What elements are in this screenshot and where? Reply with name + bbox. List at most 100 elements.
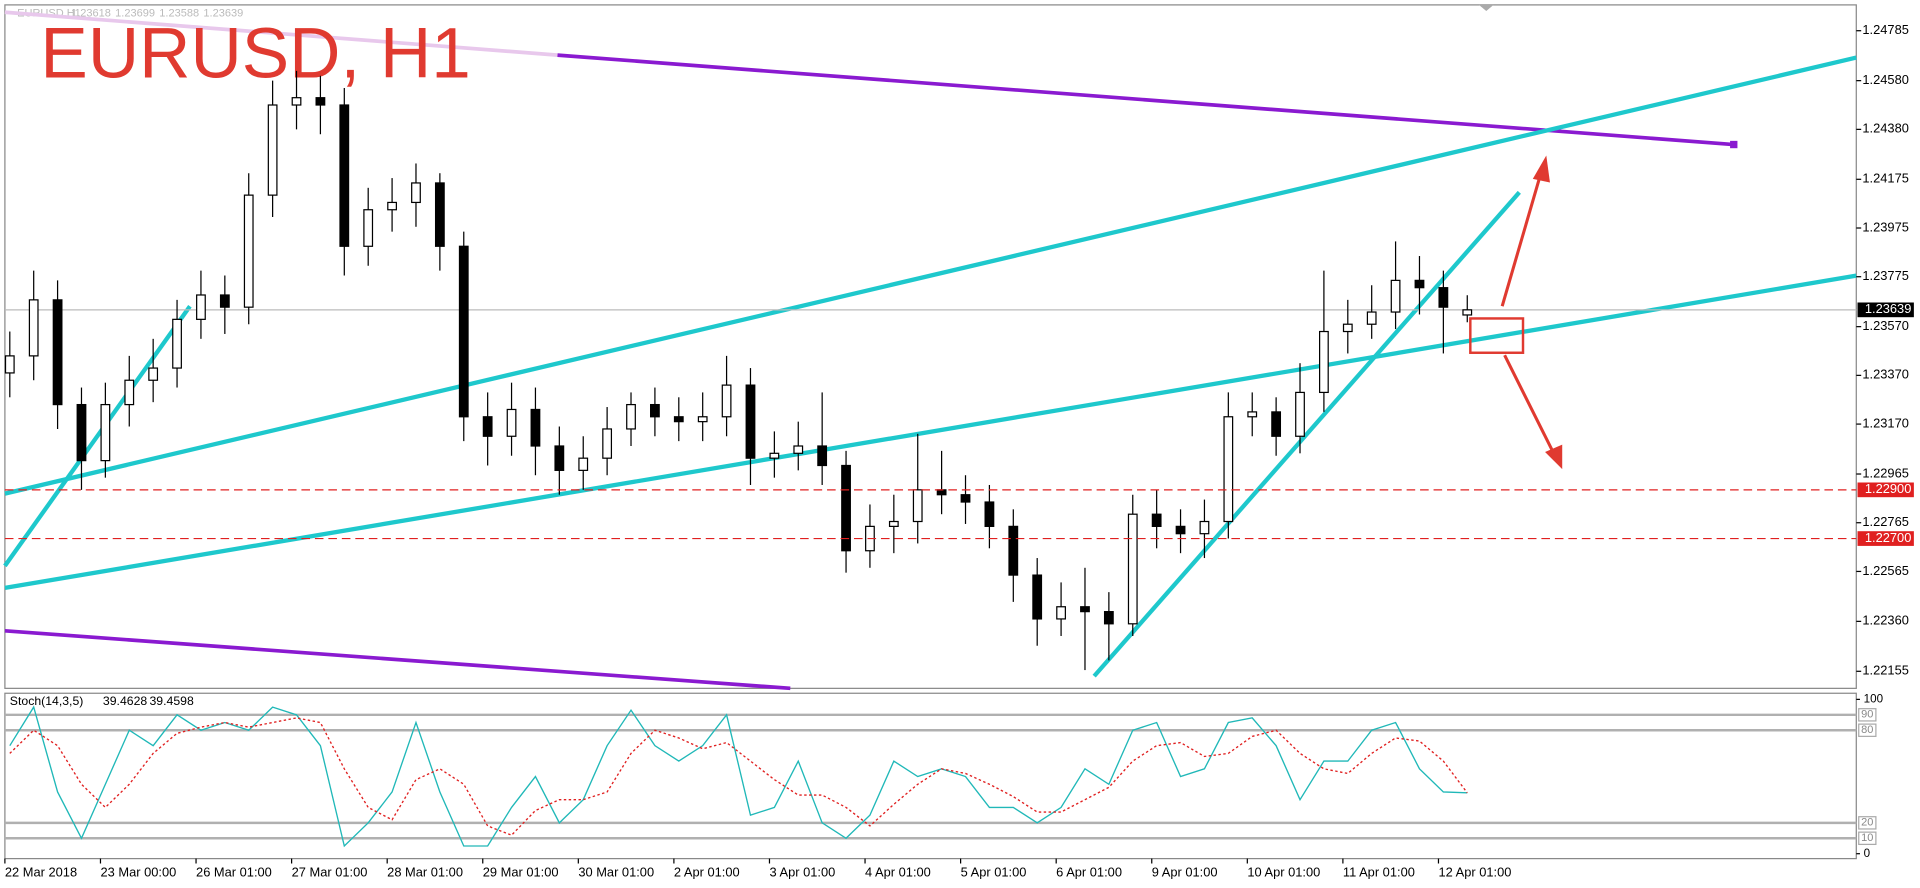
- x-tick-label: 6 Apr 01:00: [1056, 865, 1122, 880]
- candle-body: [1414, 279, 1425, 289]
- candle-body: [697, 416, 708, 423]
- candle-body: [650, 403, 660, 418]
- candle-body: [984, 501, 995, 527]
- candle-body: [387, 201, 397, 211]
- candle-body: [1223, 416, 1234, 523]
- candle-body: [1103, 611, 1114, 625]
- y-tick-label: 1.23775: [1862, 268, 1908, 283]
- candle-body: [1199, 520, 1210, 535]
- indicator-main-value: 39.4628: [103, 694, 147, 708]
- stoch-line: [9, 705, 1468, 848]
- x-tick-label: 29 Mar 01:00: [483, 865, 559, 880]
- candle-body: [458, 245, 469, 418]
- candle-body: [172, 318, 182, 369]
- candle-body: [124, 379, 135, 406]
- level-label: 10: [1861, 832, 1873, 844]
- candle-body: [1438, 287, 1449, 308]
- x-tick-label: 23 Mar 00:00: [100, 865, 176, 880]
- candle-body: [267, 104, 278, 196]
- y-tick-label: 1.23975: [1862, 219, 1908, 234]
- candle-body: [936, 489, 947, 496]
- y-tick-label: 1.24175: [1862, 171, 1908, 186]
- candle-body: [52, 299, 63, 406]
- indicator-signal-value: 39.4598: [149, 694, 193, 708]
- header: EURUSD,H1 1.23618 1.23699 1.23588 1.2363…: [17, 7, 243, 19]
- last-price-label: 1.23639: [1865, 301, 1911, 316]
- level-label-box: [1858, 723, 1877, 737]
- indicator-title: Stoch(14,3,5): [10, 694, 84, 708]
- x-tick-label: 2 Apr 01:00: [674, 865, 740, 880]
- candle-body: [1175, 525, 1186, 535]
- candle-body: [196, 294, 206, 320]
- candle-body: [1080, 606, 1090, 613]
- candle-body: [530, 408, 541, 447]
- candle-body: [100, 403, 111, 462]
- candle-body: [1319, 330, 1329, 394]
- y-tick-label: 1.23170: [1862, 415, 1908, 430]
- candle-body: [1247, 411, 1258, 418]
- y-tick-label: 1.23570: [1862, 318, 1908, 333]
- level-label: 80: [1861, 724, 1873, 736]
- y-tick-label: 1.22965: [1862, 465, 1908, 480]
- candle-body: [1390, 279, 1401, 313]
- candle-body: [841, 464, 851, 552]
- x-tick-label: 11 Apr 01:00: [1343, 865, 1415, 880]
- candle-body: [1295, 391, 1305, 437]
- candle-body: [506, 408, 517, 437]
- candle-body: [626, 403, 636, 430]
- x-tick-label: 10 Apr 01:00: [1247, 865, 1320, 880]
- candle-body: [243, 194, 254, 308]
- candle-body: [482, 416, 493, 437]
- level-label: 20: [1861, 817, 1873, 829]
- candle-body: [578, 457, 589, 471]
- level-label-box: [1857, 482, 1914, 498]
- x-tick-label: 4 Apr 01:00: [865, 865, 931, 880]
- x-tick-label: 27 Mar 01:00: [292, 865, 368, 880]
- level-label: 90: [1861, 709, 1873, 721]
- arrow-head: [1545, 444, 1563, 470]
- level-label-box: [1858, 708, 1877, 722]
- level-label-box: [1858, 831, 1877, 846]
- trend-line-cyan: [3, 304, 192, 568]
- main-pane: [4, 4, 1857, 689]
- y-tick-label: 1.22765: [1862, 514, 1908, 529]
- symbol: EURUSD,H1: [17, 7, 81, 19]
- chart-title: EURUSD, H1: [40, 15, 470, 94]
- arrow-up: [1500, 171, 1543, 307]
- candle-body: [888, 520, 899, 527]
- candle-body: [602, 428, 613, 459]
- ohlc-open: 1.23618: [71, 7, 111, 19]
- level-label-box: [1857, 531, 1914, 546]
- candle-body: [411, 182, 421, 204]
- candle-body: [1151, 513, 1162, 527]
- candle-body: [148, 367, 159, 381]
- trend-line-faded: [4, 10, 558, 57]
- y-tick-label: 1.23370: [1862, 367, 1908, 382]
- x-tick-label: 9 Apr 01:00: [1152, 865, 1218, 880]
- x-tick-label: 30 Mar 01:00: [578, 865, 654, 880]
- candle-body: [219, 294, 230, 308]
- candle-body: [793, 445, 804, 454]
- candle-body: [1056, 606, 1066, 620]
- candle-body: [1008, 525, 1019, 576]
- candle-body: [4, 355, 15, 374]
- y-tick-label: 0: [1864, 847, 1871, 860]
- y-tick-label: 1.22565: [1862, 563, 1908, 578]
- candle-body: [1366, 311, 1377, 325]
- candle-body: [554, 445, 565, 471]
- shift-marker: [1478, 4, 1494, 12]
- ohlc-high: 1.23699: [115, 7, 155, 19]
- candle-body: [1127, 513, 1138, 625]
- candle-body: [363, 209, 374, 247]
- last-price-box: [1857, 302, 1914, 318]
- y-tick-label: 1.24580: [1862, 72, 1908, 87]
- candle-body: [960, 494, 971, 503]
- y-tick-label: 1.24380: [1862, 121, 1908, 136]
- y-tick-label: 100: [1864, 692, 1884, 705]
- trend-line-purple: [557, 53, 1734, 147]
- ohlc-close: 1.23639: [203, 7, 243, 19]
- stoch-line: [9, 717, 1468, 836]
- x-tick-label: 5 Apr 01:00: [961, 865, 1027, 880]
